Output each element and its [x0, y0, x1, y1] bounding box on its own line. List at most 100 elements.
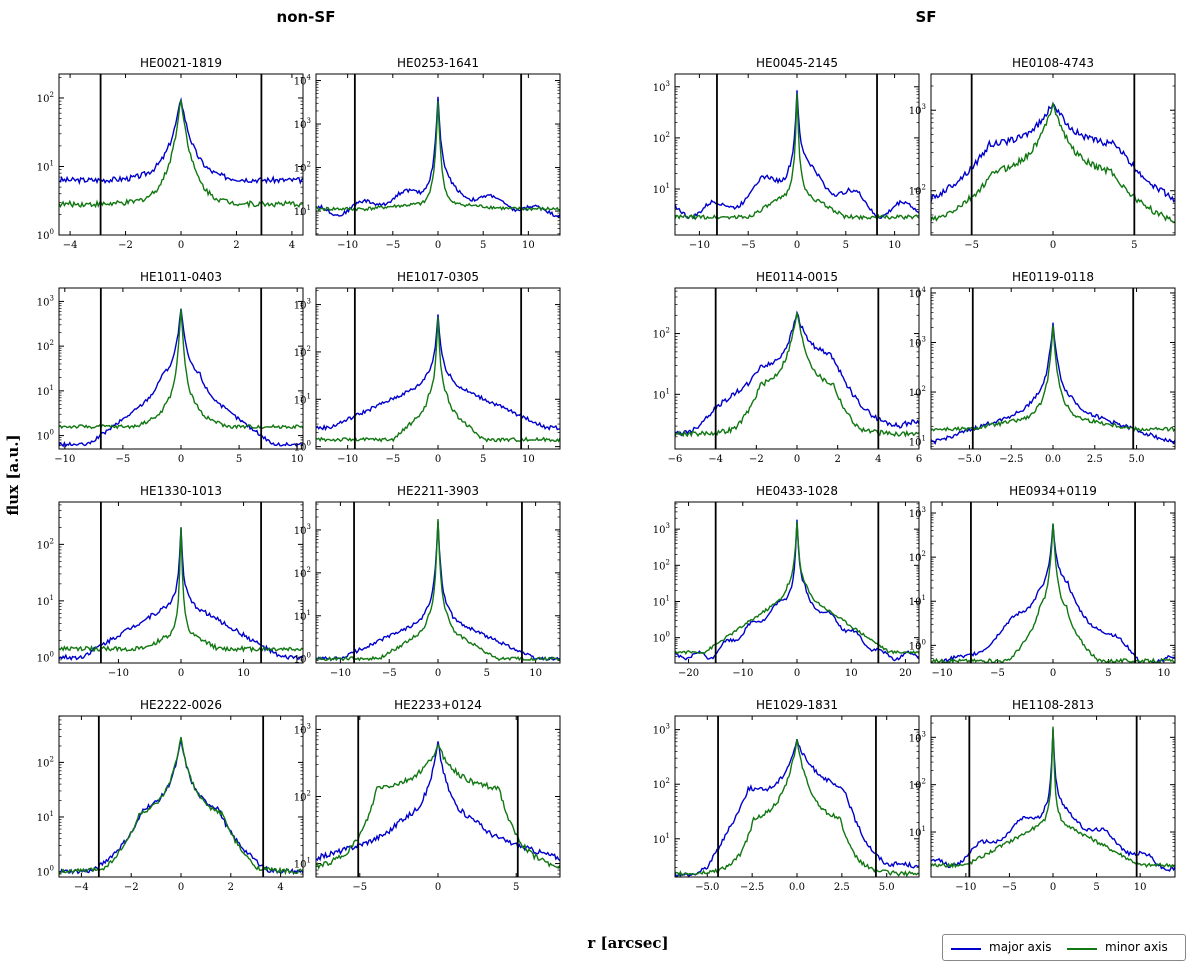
panel-title: HE1011-0403 [140, 270, 222, 284]
y-tick-label: 103 [909, 506, 926, 520]
group-title-non-sf: non-SF [277, 8, 336, 26]
y-tick-label: 101 [653, 387, 670, 401]
legend-label-minor: minor axis [1105, 940, 1168, 954]
y-tick-label: 100 [37, 865, 54, 879]
x-tick-label: 0 [178, 882, 184, 893]
major-axis-line [675, 310, 919, 437]
panel-title: HE2233+0124 [394, 698, 482, 712]
y-tick-label: 101 [37, 159, 54, 173]
major-axis-line [316, 96, 560, 218]
major-axis-line [931, 102, 1175, 203]
panel-frame [58, 73, 304, 236]
panel-frame [674, 73, 920, 236]
x-tick-label: 2 [834, 454, 840, 465]
major-axis-line [316, 741, 560, 862]
y-tick-label: 102 [294, 161, 311, 175]
x-tick-label: −2 [118, 240, 133, 251]
x-tick-label: 0 [1050, 240, 1056, 251]
y-tick-label: 101 [909, 435, 926, 449]
x-tick-label: 0 [794, 240, 800, 251]
x-tick-label: 10 [888, 240, 901, 251]
panel: HE2211-3903 −10 −5 0 5 10 100 101 102 103 [294, 484, 561, 679]
major-axis-line [931, 728, 1175, 872]
x-tick-label: 0 [435, 240, 441, 251]
minor-axis-line [59, 736, 303, 876]
panel: HE0433-1028 −20 −10 0 10 20 100 101 102 103 [653, 484, 920, 679]
y-tick-label: 102 [294, 345, 311, 359]
minor-axis-line [316, 316, 560, 443]
x-tick-label: −5 [385, 454, 400, 465]
x-tick-label: 2.5 [834, 882, 850, 893]
x-tick-label: −10 [732, 668, 753, 679]
minor-axis-line [59, 308, 303, 430]
panel-title: HE1017-0305 [397, 270, 479, 284]
panel: HE0108-4743 −5 0 5 102 103 [909, 56, 1176, 251]
major-axis-line [59, 739, 303, 876]
y-tick-label: 101 [653, 832, 670, 846]
panel-title: HE2222-0026 [140, 698, 222, 712]
panel-title: HE1029-1831 [756, 698, 838, 712]
plot-area [316, 518, 560, 662]
y-tick-label: 103 [37, 294, 54, 308]
x-tick-label: 0.0 [789, 882, 805, 893]
major-axis-line [59, 308, 303, 448]
panel-title: HE0045-2145 [756, 56, 838, 70]
y-tick-label: 101 [294, 204, 311, 218]
legend: major axis minor axis [942, 934, 1186, 961]
x-tick-label: 0 [794, 454, 800, 465]
plot-area [59, 308, 303, 448]
major-axis-line [937, 523, 1175, 663]
x-tick-label: 0 [794, 668, 800, 679]
y-tick-label: 103 [294, 722, 311, 736]
x-tick-label: 5.0 [1129, 454, 1145, 465]
x-tick-label: 2 [228, 882, 234, 893]
plot-area [59, 527, 303, 662]
y-tick-label: 102 [37, 91, 54, 105]
x-tick-label: 5 [1131, 240, 1137, 251]
x-tick-label: 10 [237, 668, 250, 679]
y-tick-label: 102 [294, 566, 311, 580]
y-tick-label: 101 [653, 594, 670, 608]
y-tick-label: 100 [294, 440, 311, 454]
panel: HE2233+0124 −5 0 5 101 102 103 [294, 698, 561, 893]
x-tick-label: 5 [480, 240, 486, 251]
x-tick-label: −5 [964, 240, 979, 251]
panel-title: HE0433-1028 [756, 484, 838, 498]
panel-title: HE2211-3903 [397, 484, 479, 498]
x-tick-label: 0 [1050, 882, 1056, 893]
minor-axis-line [316, 518, 560, 662]
panel-title: HE0934+0119 [1009, 484, 1097, 498]
y-tick-label: 101 [294, 609, 311, 623]
plot-area [675, 519, 919, 662]
y-tick-label: 102 [37, 339, 54, 353]
minor-axis-line [59, 99, 303, 209]
major-axis-line [59, 527, 303, 662]
panel-title: HE0108-4743 [1012, 56, 1094, 70]
x-tick-label: −2 [124, 882, 139, 893]
y-tick-label: 100 [37, 228, 54, 242]
plot-area [59, 97, 303, 209]
x-tick-label: −5 [352, 882, 367, 893]
y-tick-label: 101 [653, 182, 670, 196]
y-tick-label: 103 [294, 117, 311, 131]
x-tick-label: −10 [955, 882, 976, 893]
x-tick-label: −5 [1002, 882, 1017, 893]
y-tick-label: 103 [909, 335, 926, 349]
x-tick-label: 4 [289, 240, 295, 251]
x-tick-label: −5 [382, 668, 397, 679]
y-tick-label: 102 [909, 184, 926, 198]
x-tick-label: 0 [178, 454, 184, 465]
x-tick-label: 10 [522, 240, 535, 251]
x-tick-label: 5 [1093, 882, 1099, 893]
plot-area [316, 96, 560, 218]
major-axis-line [316, 521, 560, 662]
panel-title: HE0253-1641 [397, 56, 479, 70]
y-tick-label: 102 [653, 327, 670, 341]
x-tick-label: −5 [116, 454, 131, 465]
x-tick-label: 5.0 [879, 882, 895, 893]
x-tick-label: 2.5 [1087, 454, 1103, 465]
panel: HE0021-1819 −4 −2 0 2 4 100 101 102 [37, 56, 304, 251]
panel-frame [315, 501, 561, 664]
panel-frame [58, 715, 304, 878]
y-tick-label: 102 [653, 558, 670, 572]
